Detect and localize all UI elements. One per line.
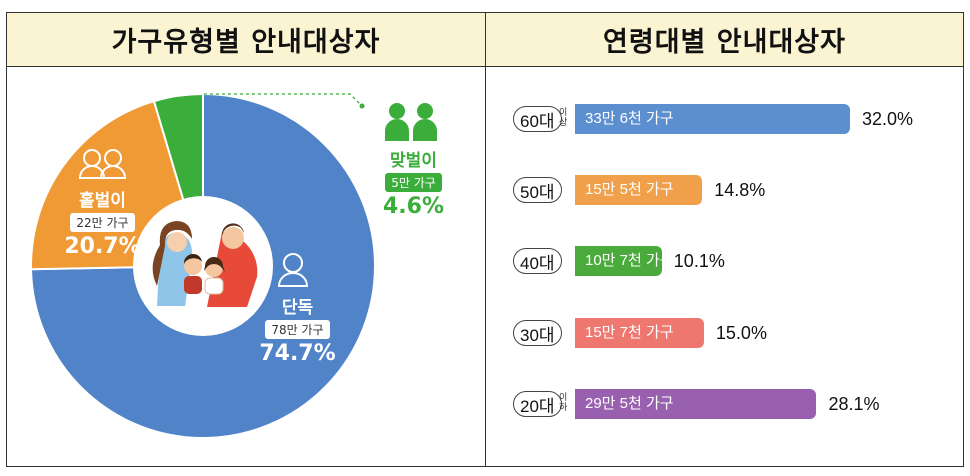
age-group-label: 30대 <box>513 320 562 346</box>
single-earner-label-group: 홑벌이 22만 가구 20.7% <box>55 186 150 259</box>
person-icon <box>277 253 309 287</box>
age-bar-pct: 15.0% <box>715 323 767 343</box>
dual-earner-label-group: 맞벌이 5만 가구 4.6% <box>366 146 461 219</box>
age-bar <box>575 104 850 134</box>
right-panel-title: 연령대별 안내대상자 <box>486 13 963 67</box>
age-group-label: 50대 <box>513 177 562 203</box>
couple-leader-dot <box>359 103 365 109</box>
age-group-label: 60대 <box>513 106 562 132</box>
age-bar <box>575 318 704 348</box>
age-bar-pct: 28.1% <box>828 394 880 414</box>
age-bar-pct: 10.1% <box>673 251 725 271</box>
age-bar <box>575 246 662 276</box>
age-bar-count: 29만 5천 가구 <box>585 395 674 412</box>
couple-leader-line <box>204 93 363 107</box>
age-bar-count: 15만 7천 가구 <box>585 324 674 341</box>
age-group-label: 20대 <box>513 391 562 417</box>
family-illustration <box>152 219 259 323</box>
single-earner-pct: 20.7% <box>64 234 141 259</box>
age-bar <box>575 389 817 419</box>
age-bar <box>575 175 703 205</box>
dual-earner-pct: 4.6% <box>382 194 444 219</box>
age-bar-count: 10만 7천 가구 <box>585 252 674 269</box>
single-earner-count-badge: 22만 가구 <box>70 213 135 232</box>
age-bar-count: 33만 6천 가구 <box>585 110 674 127</box>
dual-earner-name: 맞벌이 <box>390 151 437 171</box>
single-name: 단독 <box>281 298 314 318</box>
age-bar-pct: 14.8% <box>714 180 766 200</box>
single-earner-name: 홑벌이 <box>79 191 126 211</box>
dual-earner-count-badge: 5만 가구 <box>385 173 442 192</box>
age-group-label: 40대 <box>513 248 562 274</box>
left-panel-title: 가구유형별 안내대상자 <box>7 13 485 67</box>
two-people-icon <box>385 103 437 141</box>
age-bar-pct: 32.0% <box>862 109 914 129</box>
panel-divider <box>485 12 486 467</box>
age-group-suffix: 이상 <box>559 108 568 128</box>
age-group-suffix: 이하 <box>559 393 568 413</box>
single-count-badge: 78만 가구 <box>265 320 330 339</box>
two-people-icon <box>78 149 127 179</box>
age-bar-count: 15만 5천 가구 <box>585 181 674 198</box>
single-label-group: 단독 78만 가구 74.7% <box>250 293 345 366</box>
single-pct: 74.7% <box>259 341 336 366</box>
